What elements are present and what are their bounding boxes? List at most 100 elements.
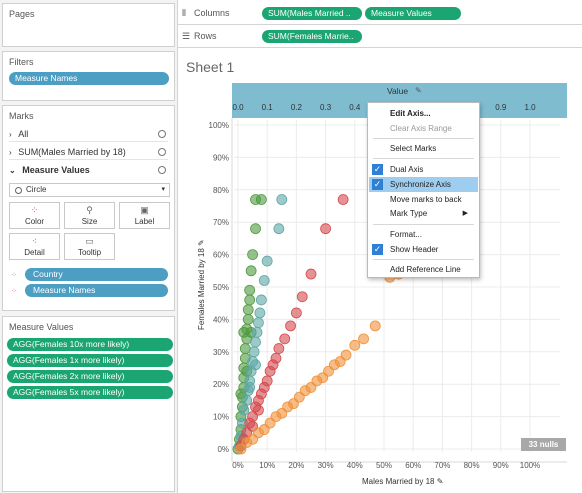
rows-shelf[interactable]: ☰ Rows SUM(Females Marrie..: [178, 26, 582, 48]
columns-pill-males[interactable]: SUM(Males Married ..: [262, 7, 362, 20]
pages-card[interactable]: Pages: [2, 3, 175, 47]
pages-title: Pages: [9, 9, 35, 19]
scatter-point: [290, 307, 302, 319]
scatter-point: [369, 320, 381, 332]
menu-show-header[interactable]: ✓ Show Header: [369, 242, 478, 257]
mark-type-select[interactable]: Circle ▾: [9, 183, 170, 197]
measure-values-card: Measure Values AGG(Females 10x more like…: [2, 316, 175, 492]
measure-pill-1x[interactable]: AGG(Females 1x more likely): [7, 354, 173, 367]
x-tick-label: 50%: [376, 461, 392, 470]
columns-pill-measure-values[interactable]: Measure Values: [365, 7, 461, 20]
x-tick-label: 100%: [520, 461, 540, 470]
check-icon: ✓: [372, 244, 383, 255]
x-tick-label: 20%: [288, 461, 304, 470]
field-pill-country[interactable]: Country: [25, 268, 168, 281]
scatter-point: [270, 352, 282, 364]
menu-show-header-label: Show Header: [390, 245, 439, 254]
color-dots-icon: ⁘: [11, 288, 17, 295]
nulls-badge[interactable]: 33 nulls: [521, 438, 566, 451]
x-tick-label: 0%: [232, 461, 244, 470]
detail-icon: ⁖: [31, 236, 38, 246]
measure-pill-2x[interactable]: AGG(Females 2x more likely): [7, 370, 173, 383]
rows-pill-females[interactable]: SUM(Females Marrie..: [262, 30, 362, 43]
tooltip-icon: ▭: [85, 236, 94, 246]
scatter-point: [273, 223, 285, 235]
pin-icon: ✎: [436, 477, 444, 486]
y-tick-label: 0%: [217, 445, 229, 454]
menu-separator: [373, 158, 474, 159]
rows-label: Rows: [194, 31, 217, 41]
detail-label: Detail: [24, 248, 45, 257]
scatter-point: [241, 394, 253, 406]
sheet-title[interactable]: Sheet 1: [186, 59, 235, 75]
menu-separator: [373, 138, 474, 139]
tooltip-label: Tooltip: [77, 248, 102, 257]
menu-add-reference-line[interactable]: Add Reference Line: [390, 265, 461, 274]
x-tick-label: 10%: [259, 461, 275, 470]
columns-shelf[interactable]: ⦀ Columns SUM(Males Married .. Measure V…: [178, 3, 582, 25]
detail-button[interactable]: ⁖ Detail: [9, 233, 60, 260]
menu-edit-axis[interactable]: Edit Axis...: [390, 109, 431, 118]
filters-card[interactable]: Filters Measure Names: [2, 51, 175, 101]
axis-context-menu: Edit Axis... Clear Axis Range Select Mar…: [367, 102, 480, 278]
scatter-point: [250, 223, 261, 235]
x-axis-title-text: Males Married by 18: [362, 477, 435, 486]
scatter-point: [250, 359, 261, 371]
menu-select-marks[interactable]: Select Marks: [390, 144, 437, 153]
menu-format[interactable]: Format...: [390, 230, 423, 239]
color-button[interactable]: ⁘ Color: [9, 202, 60, 229]
y-tick-label: 80%: [213, 186, 229, 195]
scatter-point: [244, 382, 256, 393]
chevron-right-icon: ›: [9, 130, 12, 139]
menu-synchronize-axis[interactable]: ✓ Synchronize Axis: [369, 177, 478, 192]
columns-label: Columns: [194, 8, 230, 18]
scatter-point: [349, 339, 361, 351]
scatter-point: [279, 333, 291, 345]
scatter-point: [242, 313, 254, 325]
label-label: Label: [134, 217, 155, 226]
marks-row-label: SUM(Males Married by 18): [18, 147, 126, 157]
columns-icon: ⦀: [182, 8, 186, 18]
menu-dual-axis-label: Dual Axis: [390, 165, 424, 174]
scatter-point: [251, 326, 263, 338]
scatter-point: [253, 317, 264, 329]
scatter-point: [242, 304, 254, 316]
marks-row-all[interactable]: › All: [9, 126, 168, 142]
color-dots-icon: ⁘: [30, 205, 39, 215]
scatter-point: [273, 343, 285, 354]
menu-dual-axis[interactable]: ✓ Dual Axis: [369, 162, 478, 177]
y-tick-label: 70%: [213, 218, 229, 227]
measure-pill-10x[interactable]: AGG(Females 10x more likely): [7, 338, 173, 351]
scatter-point: [276, 194, 288, 205]
pin-icon: ✎: [415, 86, 422, 95]
scatter-point: [238, 326, 250, 338]
scatter-point: [238, 404, 250, 416]
scatter-point: [340, 349, 352, 361]
x-tick-label: 70%: [434, 461, 450, 470]
top-tick-label: 0.1: [262, 103, 274, 112]
dropdown-arrow-icon: ▾: [161, 186, 165, 193]
scatter-point: [253, 404, 264, 416]
marks-row-males[interactable]: › SUM(Males Married by 18): [9, 144, 168, 160]
size-icon: ⚲: [86, 205, 93, 215]
menu-move-marks-to-back[interactable]: Move marks to back: [390, 195, 462, 204]
filter-pill-measure-names[interactable]: Measure Names: [9, 72, 169, 85]
measure-values-title: Measure Values: [9, 322, 74, 332]
tooltip-button[interactable]: ▭ Tooltip: [64, 233, 115, 260]
color-label: Color: [24, 217, 45, 226]
scatter-point: [296, 291, 308, 303]
marks-row-measure-values[interactable]: ⌄ Measure Values: [9, 162, 168, 178]
scatter-point: [285, 320, 296, 332]
label-icon: ▣: [140, 205, 149, 215]
y-tick-label: 40%: [213, 315, 229, 324]
field-pill-measure-names[interactable]: Measure Names: [25, 284, 168, 297]
circle-icon: [15, 187, 22, 194]
submenu-arrow-icon: ▶: [462, 210, 468, 217]
size-button[interactable]: ⚲ Size: [64, 202, 115, 229]
label-button[interactable]: ▣ Label: [119, 202, 170, 229]
scatter-point: [305, 268, 317, 280]
menu-mark-type[interactable]: Mark Type ▶: [369, 206, 478, 221]
measure-pill-5x[interactable]: AGG(Females 5x more likely): [7, 386, 173, 399]
check-icon: ✓: [372, 164, 383, 175]
